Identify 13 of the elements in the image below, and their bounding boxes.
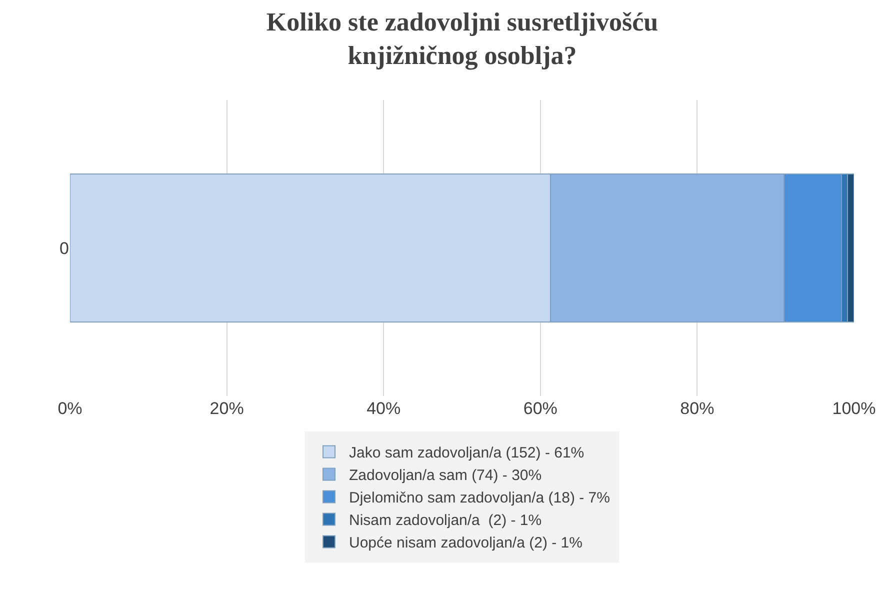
legend-label: Zadovoljan/a sam (74) - 30%: [349, 467, 542, 484]
x-tick-label: 40%: [366, 399, 401, 418]
x-tick-label: 20%: [210, 399, 244, 418]
legend-label: Djelomično sam zadovoljan/a (18) - 7%: [349, 490, 610, 507]
chart-title: Koliko ste zadovoljni susretljivošću knjižničnog osoblja?: [266, 7, 658, 70]
legend-label: Nisam zadovoljan/a (2) - 1%: [349, 512, 542, 530]
x-tick-label: 60%: [523, 399, 558, 418]
x-tick-label: 100%: [832, 399, 876, 418]
legend-label: Uopće nisam zadovoljan/a (2) - 1%: [349, 534, 582, 552]
x-tick-label: 0%: [58, 399, 82, 418]
x-tick-label: 80%: [680, 399, 714, 418]
y-tick-label: 0: [60, 238, 69, 258]
legend-label: Jako sam zadovoljan/a (152) - 61%: [349, 444, 584, 462]
